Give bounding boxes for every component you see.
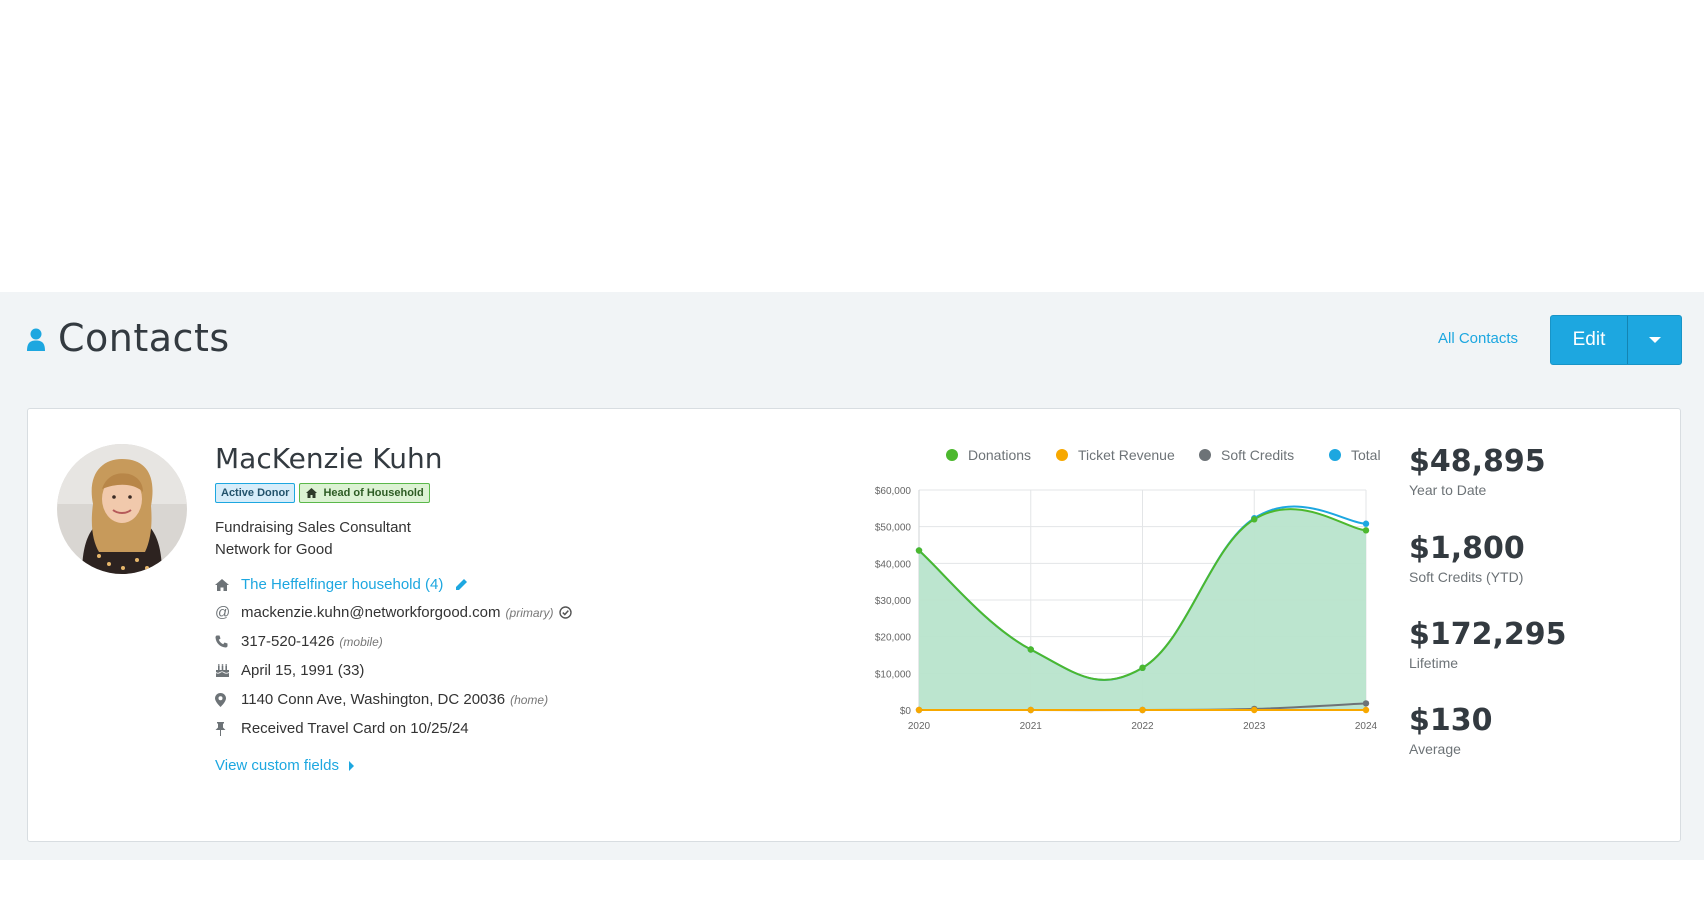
- phone-icon: [215, 635, 233, 648]
- map-marker-icon: [215, 692, 233, 707]
- verified-check-icon: [558, 606, 572, 619]
- edit-dropdown-toggle[interactable]: [1628, 316, 1681, 364]
- address-row: 1140 Conn Ave, Washington, DC 20036 (hom…: [215, 691, 548, 708]
- x-tick-label: 2021: [1020, 721, 1043, 732]
- x-tick-label: 2020: [908, 721, 931, 732]
- address-value: 1140 Conn Ave, Washington, DC 20036: [241, 691, 506, 708]
- avatar: [57, 444, 187, 574]
- all-contacts-link[interactable]: All Contacts: [1438, 330, 1519, 347]
- phone-note: (mobile): [339, 634, 383, 649]
- data-point-ticket-revenue: [1362, 706, 1370, 714]
- data-point-donations: [1139, 664, 1146, 672]
- page-title: Contacts: [58, 316, 230, 360]
- legend-label: Ticket Revenue: [1078, 447, 1175, 463]
- contact-card: [27, 408, 1681, 842]
- person-icon: [27, 328, 45, 351]
- at-sign-icon: @: [215, 604, 231, 621]
- phone-value: 317-520-1426: [241, 633, 335, 650]
- badge-list: Active Donor Head of Household: [215, 483, 430, 503]
- birthday-cake-icon: [215, 664, 233, 677]
- household-link[interactable]: The Heffelfinger household (4): [241, 576, 444, 593]
- email-row: @ mackenzie.kuhn@networkforgood.com (pri…: [215, 604, 572, 621]
- legend-label: Soft Credits: [1221, 447, 1294, 463]
- stat-year-to-date: $48,895 Year to Date: [1409, 444, 1546, 498]
- legend-marker: [1329, 449, 1341, 461]
- contact-name: MacKenzie Kuhn: [215, 442, 443, 475]
- giving-chart: $0 $10,000 $20,000 $30,000 $40,000 $50,000 $60…: [875, 447, 1381, 732]
- pinned-note-row: Received Travel Card on 10/25/24: [215, 720, 469, 737]
- y-tick-label: $0: [900, 706, 912, 717]
- legend-marker: [1199, 449, 1211, 461]
- stat-label: Lifetime: [1409, 655, 1459, 671]
- x-tick-label: 2023: [1243, 721, 1266, 732]
- data-point-donations: [1027, 646, 1034, 653]
- stat-label: Soft Credits (YTD): [1409, 569, 1524, 585]
- data-point-ticket-revenue: [915, 706, 923, 714]
- data-point-ticket-revenue: [1027, 706, 1034, 714]
- y-tick-label: $40,000: [875, 559, 912, 570]
- head-of-household-badge: Head of Household: [299, 483, 430, 503]
- home-icon: [306, 488, 318, 498]
- birthday-value: April 15, 1991 (33): [241, 662, 365, 679]
- legend-label: Donations: [968, 447, 1031, 463]
- stat-value: $1,800: [1409, 531, 1525, 566]
- email-value: mackenzie.kuhn@networkforgood.com: [241, 604, 501, 621]
- view-custom-fields-label: View custom fields: [215, 757, 339, 774]
- stat-value: $130: [1409, 703, 1493, 738]
- birthday-row: April 15, 1991 (33): [215, 662, 364, 679]
- edit-button[interactable]: Edit: [1551, 316, 1628, 364]
- household-row: The Heffelfinger household (4): [215, 576, 468, 593]
- y-tick-label: $60,000: [875, 486, 912, 497]
- data-point-donations: [1251, 516, 1258, 523]
- x-tick-label: 2022: [1131, 721, 1154, 732]
- pinned-note-value: Received Travel Card on 10/25/24: [241, 720, 469, 737]
- stat-soft-credits: $1,800 Soft Credits (YTD): [1409, 531, 1525, 585]
- job-title: Fundraising Sales Consultant: [215, 519, 411, 536]
- stat-average: $130 Average: [1409, 703, 1493, 757]
- active-donor-badge: Active Donor: [215, 483, 296, 503]
- stat-label: Average: [1409, 741, 1461, 757]
- data-point-ticket-revenue: [1251, 706, 1258, 714]
- data-point-ticket-revenue: [1139, 706, 1146, 714]
- caret-right-icon: [348, 760, 354, 771]
- email-note: (primary): [505, 605, 554, 620]
- stat-value: $172,295: [1409, 617, 1567, 652]
- y-tick-label: $20,000: [875, 633, 912, 644]
- y-tick-label: $50,000: [875, 523, 912, 534]
- head-of-household-label: Head of Household: [323, 487, 424, 499]
- pencil-icon[interactable]: [455, 578, 468, 591]
- legend-marker: [946, 449, 958, 461]
- y-tick-label: $30,000: [875, 596, 912, 607]
- phone-row: 317-520-1426 (mobile): [215, 633, 383, 650]
- caret-down-icon: [1648, 337, 1661, 343]
- pushpin-icon: [215, 721, 233, 736]
- organization: Network for Good: [215, 541, 333, 558]
- legend-marker: [1056, 449, 1068, 461]
- data-point-donations: [915, 547, 923, 554]
- data-point-total: [1362, 520, 1370, 527]
- y-tick-label: $10,000: [875, 669, 912, 680]
- stat-lifetime: $172,295 Lifetime: [1409, 617, 1567, 671]
- home-icon: [215, 578, 233, 591]
- address-note: (home): [510, 692, 549, 707]
- donations-area: [919, 509, 1366, 710]
- edit-button-group: Edit: [1550, 315, 1682, 365]
- data-point-donations: [1362, 527, 1370, 534]
- view-custom-fields-link[interactable]: View custom fields: [215, 757, 354, 774]
- data-point-soft-credits: [1362, 700, 1370, 707]
- stat-value: $48,895: [1409, 444, 1546, 479]
- x-tick-label: 2024: [1355, 721, 1378, 732]
- stat-label: Year to Date: [1409, 482, 1487, 498]
- legend-label: Total: [1351, 447, 1381, 463]
